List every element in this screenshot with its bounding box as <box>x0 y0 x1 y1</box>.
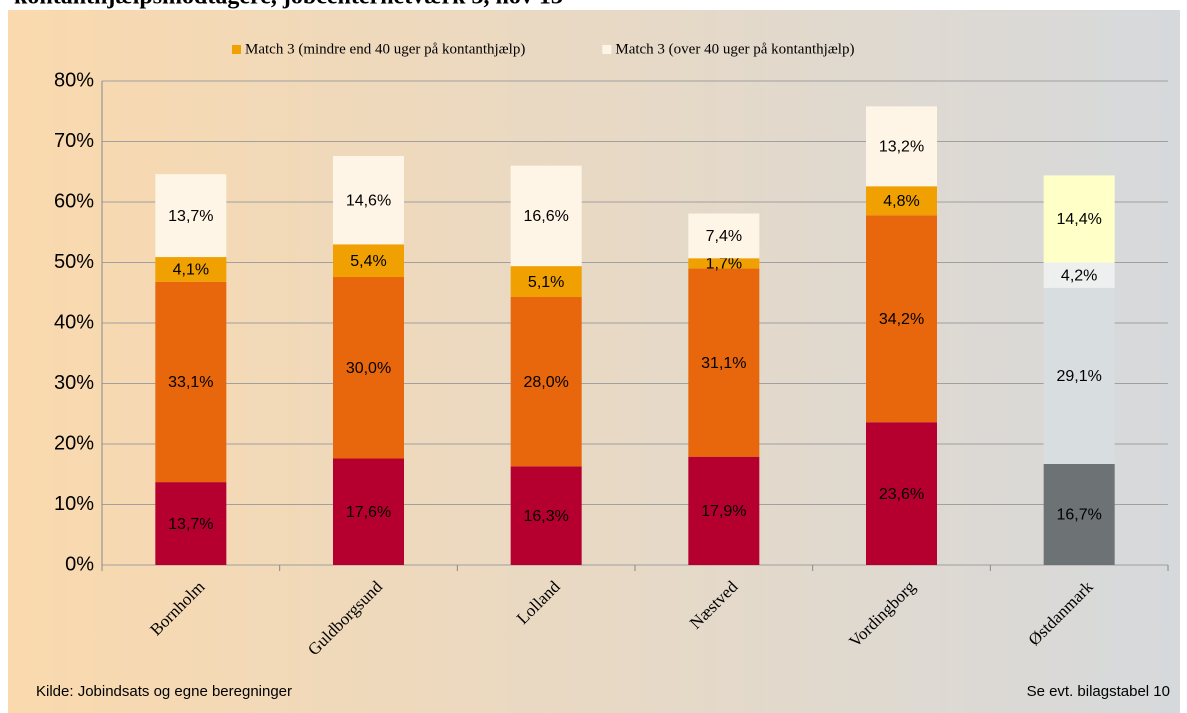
table-note: Se evt. bilagstabel 10 <box>1027 683 1170 700</box>
bar-segment <box>510 296 582 467</box>
value-label: 17,9% <box>701 503 746 520</box>
value-label: 17,6% <box>346 504 391 521</box>
value-label: 1,7% <box>706 256 742 273</box>
y-tick-label: 60% <box>54 190 94 212</box>
bar-segment <box>155 482 227 565</box>
bar-segment <box>333 156 404 245</box>
value-label: 13,2% <box>879 139 924 156</box>
bar-segment <box>688 456 760 565</box>
bar-segment <box>866 186 937 216</box>
value-label: 13,7% <box>168 516 213 533</box>
bar-segment <box>1043 175 1115 263</box>
y-tick-label: 30% <box>54 372 94 394</box>
value-label: 14,6% <box>346 192 391 209</box>
bar-segment <box>510 466 582 565</box>
source-note: Kilde: Jobindsats og egne beregninger <box>36 683 292 700</box>
bar-segment <box>510 266 582 297</box>
bar-segment <box>688 258 760 269</box>
bar-segment <box>155 281 227 483</box>
y-tick-label: 0% <box>65 553 94 575</box>
value-label: 4,1% <box>173 262 209 279</box>
chart-title: kontanthjælpsmodtagere, jobcenternetværk… <box>14 0 563 10</box>
bar-segment <box>155 174 227 258</box>
bar-segment <box>333 244 404 278</box>
value-label: 16,6% <box>523 208 568 225</box>
bar-segment <box>1043 262 1115 288</box>
bar-segment <box>510 165 582 267</box>
bar-segment <box>688 268 760 457</box>
legend-swatch <box>232 45 241 54</box>
value-label: 4,8% <box>883 193 919 210</box>
value-label: 34,2% <box>879 311 924 328</box>
bar-segment <box>688 213 760 259</box>
y-tick-label: 80% <box>54 69 94 91</box>
value-label: 13,7% <box>168 208 213 225</box>
value-label: 16,3% <box>523 508 568 525</box>
value-label: 7,4% <box>706 228 742 245</box>
bar-segment <box>866 106 937 187</box>
y-tick-label: 70% <box>54 130 94 152</box>
value-label: 5,1% <box>528 274 564 291</box>
value-label: 29,1% <box>1056 368 1101 385</box>
legend-label: Match 3 (mindre end 40 uger på kontanthj… <box>245 41 525 57</box>
bar-segment <box>866 422 937 565</box>
y-tick-label: 10% <box>54 493 94 515</box>
bar-segment <box>866 215 937 423</box>
value-label: 16,7% <box>1056 507 1101 524</box>
y-tick-label: 40% <box>54 311 94 333</box>
bar-segment <box>333 277 404 459</box>
y-tick-label: 50% <box>54 251 94 273</box>
value-label: 14,4% <box>1056 211 1101 228</box>
value-label: 31,1% <box>701 355 746 372</box>
legend-label: Match 3 (over 40 uger på kontanthjælp) <box>615 41 854 57</box>
value-label: 33,1% <box>168 374 213 391</box>
bar-segment <box>1043 463 1115 565</box>
bar-segment <box>1043 287 1115 464</box>
value-label: 28,0% <box>523 374 568 391</box>
value-label: 4,2% <box>1061 267 1097 284</box>
bar-segment <box>155 257 227 282</box>
y-tick-label: 20% <box>54 432 94 454</box>
value-label: 30,0% <box>346 360 391 377</box>
value-label: 5,4% <box>350 253 386 270</box>
bar-segment <box>333 458 404 565</box>
legend-swatch <box>602 45 612 54</box>
value-label: 23,6% <box>879 486 924 503</box>
